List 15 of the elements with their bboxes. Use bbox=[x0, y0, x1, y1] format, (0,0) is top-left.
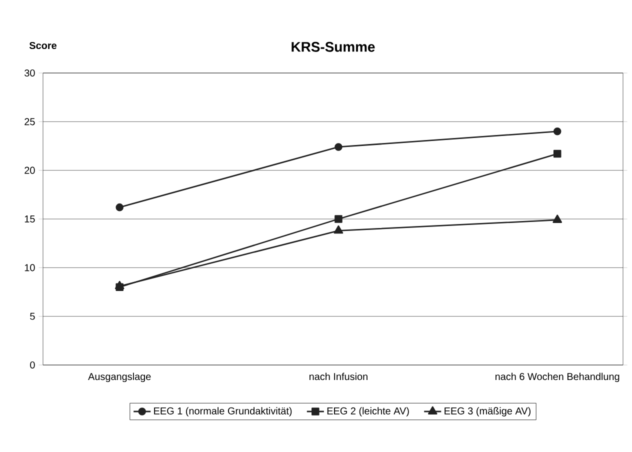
x-tick-label: nach 6 Wochen Behandlung bbox=[496, 372, 620, 382]
x-tick-label: Ausgangslage bbox=[88, 372, 151, 382]
y-tick-label: 30 bbox=[24, 69, 35, 77]
legend-label: EEG 1 (normale Grundaktivität) bbox=[154, 407, 292, 416]
chart-title: KRS-Summe bbox=[292, 42, 375, 52]
legend-label: EEG 2 (leichte AV) bbox=[327, 407, 409, 416]
y-tick-label: 0 bbox=[30, 361, 35, 369]
y-tick-label: 15 bbox=[24, 216, 35, 222]
x-tick-label: nach Infusion bbox=[310, 372, 368, 380]
legend-label: EEG 3 (mäßige AV) bbox=[444, 407, 530, 416]
y-tick-label: 20 bbox=[24, 166, 35, 174]
y-tick-label: 25 bbox=[24, 118, 35, 126]
y-tick-label: 10 bbox=[24, 264, 35, 272]
y-axis-title: Score bbox=[29, 42, 57, 50]
y-tick-label: 5 bbox=[30, 312, 35, 320]
